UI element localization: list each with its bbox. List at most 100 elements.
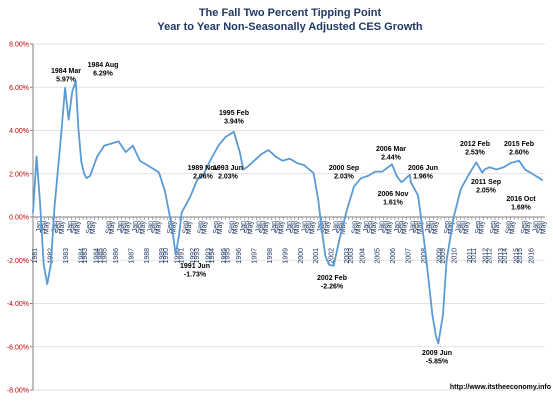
x-tick-label: May	[494, 221, 501, 235]
x-tick-label: 1998	[267, 248, 274, 264]
data-label: 2015 Feb	[504, 141, 534, 148]
data-label: -5.85%	[426, 359, 449, 366]
data-label: 2012 Feb	[460, 141, 490, 148]
x-tick-label: 1990	[163, 248, 170, 264]
x-tick-label: Sep	[475, 221, 482, 234]
x-tick-label: Jan	[117, 221, 124, 232]
series-path	[32, 80, 544, 345]
data-label: 1.61%	[383, 200, 404, 207]
x-tick-label: 1988	[144, 248, 151, 264]
x-tick-label: May	[155, 221, 162, 235]
x-tick-label: Sep	[121, 221, 128, 234]
x-tick-label: Sep	[182, 221, 189, 234]
data-label: 5.97%	[56, 77, 77, 84]
x-tick-label: 2002	[329, 248, 336, 264]
y-tick-label: -6.00%	[7, 344, 29, 351]
y-tick-label: -8.00%	[7, 388, 29, 395]
x-tick-label: Sep	[244, 221, 251, 234]
x-tick-label: 2014	[502, 248, 509, 264]
x-tick-label: Sep	[290, 221, 297, 234]
x-tick-label: 1991	[178, 248, 185, 264]
series-line	[32, 80, 544, 345]
x-tick-label: May	[402, 221, 409, 235]
x-tick-label: Jan	[332, 221, 339, 232]
x-tick-label: May	[509, 221, 516, 235]
x-tick-label: May	[371, 221, 378, 235]
x-tick-label: Sep	[367, 221, 374, 234]
x-tick-label: 1990	[175, 248, 182, 264]
x-tick-label: Sep	[490, 221, 497, 234]
data-label: 1995 Feb	[219, 110, 249, 117]
x-tick-label: May	[355, 221, 362, 235]
x-tick-label: May	[540, 221, 547, 235]
x-tick-label: May	[417, 221, 424, 235]
data-label: 2.03%	[218, 174, 239, 181]
x-tick-label: 1999	[282, 248, 289, 264]
x-tick-label: May	[309, 221, 316, 235]
x-tick-label: May	[263, 221, 270, 235]
data-label: 2.44%	[381, 155, 402, 162]
source-url: http://www.itstheeconomy.info	[450, 384, 551, 391]
x-tick-label: Jan	[533, 221, 540, 232]
data-label: 2016 Oct	[506, 196, 536, 203]
data-label: 2006 Nov	[378, 191, 409, 198]
x-tick-label: Sep	[167, 221, 174, 234]
x-tick-label: May	[279, 221, 286, 235]
x-tick-label: May	[140, 221, 147, 235]
x-tick-label: 1996	[236, 248, 243, 264]
x-tick-label: Jan	[132, 221, 139, 232]
x-tick-label: Sep	[398, 221, 405, 234]
y-tick-label: -2.00%	[7, 258, 29, 265]
x-axis: 1981JanSepMay1982JanSepMay1983JanSepMay1…	[32, 216, 547, 264]
data-label: 2.05%	[476, 188, 497, 195]
x-tick-label: Jan	[302, 221, 309, 232]
x-tick-label: 1985	[98, 248, 105, 264]
x-tick-label: 2004	[359, 248, 366, 264]
x-tick-label: 1987	[128, 248, 135, 264]
x-tick-label: 2007	[406, 248, 413, 264]
data-label: -2.26%	[321, 284, 344, 291]
x-tick-label: May	[202, 221, 209, 235]
x-tick-label: 2012	[483, 248, 490, 264]
x-tick-label: Sep	[305, 221, 312, 234]
x-tick-label: 2006	[390, 248, 397, 264]
x-tick-label: May	[217, 221, 224, 235]
x-tick-label: 1993	[205, 248, 212, 264]
x-tick-label: Sep	[536, 221, 543, 234]
x-tick-label: 2010	[452, 248, 459, 264]
x-tick-label: 1986	[113, 248, 120, 264]
x-tick-label: Jan	[363, 221, 370, 232]
data-label: 2006 Mar	[376, 146, 406, 153]
x-tick-label: 2013	[498, 248, 505, 264]
x-tick-label: May	[90, 221, 97, 235]
x-tick-label: 2005	[375, 248, 382, 264]
x-tick-label: 2008	[421, 248, 428, 264]
x-tick-label: May	[109, 221, 116, 235]
x-tick-label: 1984	[78, 248, 85, 264]
data-label: -1.73%	[184, 272, 207, 279]
x-tick-label: Sep	[40, 221, 47, 234]
data-label: 1.96%	[413, 174, 434, 181]
x-tick-label: 2012	[486, 248, 493, 264]
data-label: 2011 Sep	[471, 179, 501, 186]
y-tick-label: 4.00%	[9, 128, 29, 135]
x-tick-label: Sep	[429, 221, 436, 234]
data-label: 2006 Jun	[408, 165, 438, 172]
x-tick-label: Sep	[228, 221, 235, 234]
x-tick-label: May	[479, 221, 486, 235]
y-tick-label: 2.00%	[9, 171, 29, 178]
data-label: 2002 Feb	[317, 275, 347, 282]
x-tick-label: Jan	[379, 221, 386, 232]
x-tick-label: Jan	[456, 221, 463, 232]
x-tick-label: 1997	[252, 248, 259, 264]
x-tick-label: 2003	[348, 248, 355, 264]
x-tick-label: 1981	[32, 248, 39, 264]
x-tick-label: 1992	[190, 248, 197, 264]
x-tick-label: May	[525, 221, 532, 235]
x-tick-label: Sep	[321, 221, 328, 234]
data-label: 1984 Aug	[88, 62, 119, 69]
data-label: 1.69%	[511, 205, 532, 212]
x-tick-label: Sep	[336, 221, 343, 234]
